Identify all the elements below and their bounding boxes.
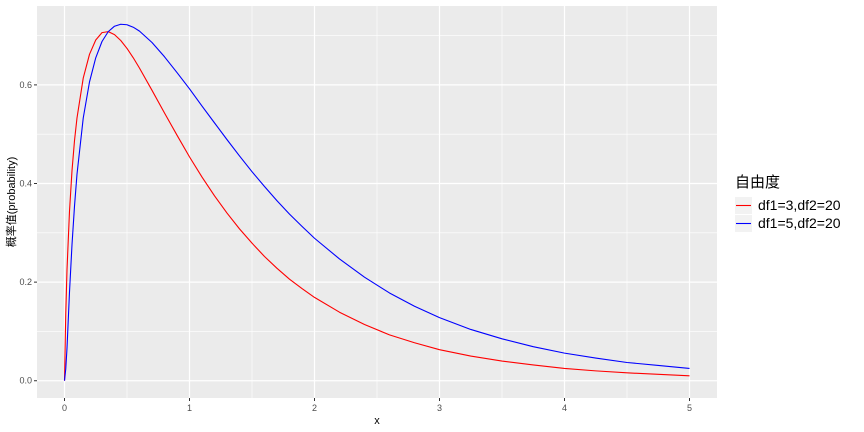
x-tick-label: 2 — [312, 403, 317, 413]
y-tick-label: 0.0 — [19, 376, 32, 386]
series-line-2 — [63, 23, 690, 381]
x-tick-label: 1 — [187, 403, 192, 413]
x-tick-label: 4 — [562, 403, 567, 413]
y-axis: 0.0 0.2 0.4 0.6 — [19, 80, 37, 386]
grid-minor — [37, 6, 717, 398]
legend-label-1: df1=3,df2=20 — [758, 197, 841, 213]
series-lines — [63, 23, 690, 381]
y-tick-label: 0.6 — [19, 80, 32, 90]
y-axis-title: 概率值(probability) — [4, 157, 18, 247]
x-tick-label: 0 — [62, 403, 67, 413]
y-tick-label: 0.4 — [19, 179, 32, 189]
legend-title: 自由度 — [735, 173, 780, 191]
x-axis-title: x — [374, 415, 380, 427]
legend-label-2: df1=5,df2=20 — [758, 215, 841, 231]
grid-major — [37, 6, 717, 398]
y-tick-label: 0.2 — [19, 277, 32, 287]
x-axis: 0 1 2 3 4 5 — [62, 398, 692, 413]
legend: 自由度 df1=3,df2=20 df1=5,df2=20 — [735, 173, 841, 232]
x-tick-label: 5 — [687, 403, 692, 413]
series-line-1 — [63, 31, 690, 381]
x-tick-label: 3 — [437, 403, 442, 413]
